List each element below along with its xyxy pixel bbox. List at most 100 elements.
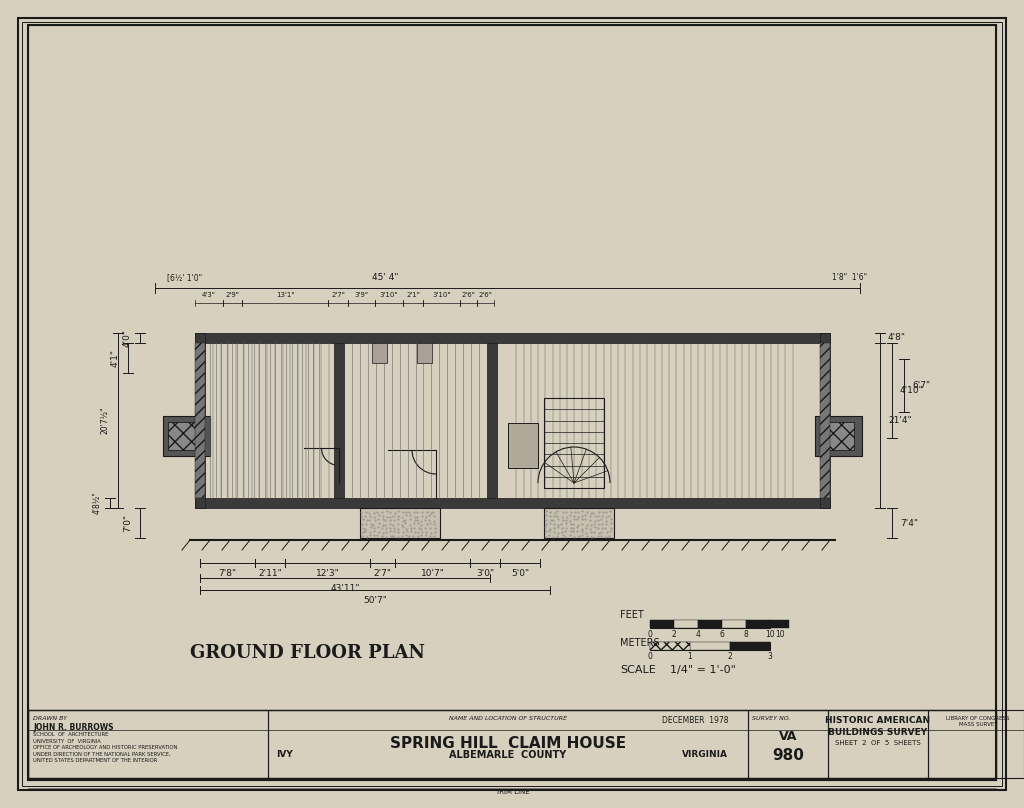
- Bar: [360, 508, 440, 538]
- Text: 7'8": 7'8": [218, 569, 237, 578]
- Text: 4'1": 4'1": [111, 349, 120, 367]
- Text: 2'6": 2'6": [478, 292, 493, 298]
- Text: 3'10": 3'10": [432, 292, 451, 298]
- Bar: [334, 343, 344, 498]
- Text: 2'9": 2'9": [225, 292, 240, 298]
- Bar: [722, 620, 746, 628]
- Text: 0: 0: [647, 652, 652, 661]
- Text: 6: 6: [720, 630, 724, 639]
- Text: 2: 2: [672, 630, 677, 639]
- Text: 4'8": 4'8": [888, 334, 906, 343]
- Text: DRAWN BY: DRAWN BY: [33, 716, 68, 721]
- Bar: [928, 710, 1024, 778]
- Bar: [770, 620, 790, 628]
- Text: 4'10": 4'10": [900, 386, 924, 395]
- Bar: [372, 343, 387, 363]
- Bar: [690, 642, 730, 650]
- Bar: [730, 642, 770, 650]
- Text: 10: 10: [775, 630, 784, 639]
- Bar: [195, 498, 830, 508]
- Text: SPRING HILL  CLAIM HOUSE: SPRING HILL CLAIM HOUSE: [390, 736, 626, 751]
- Bar: [650, 642, 690, 650]
- Bar: [508, 423, 538, 468]
- Bar: [544, 398, 604, 488]
- Text: SCALE: SCALE: [620, 665, 655, 675]
- Text: 2'11": 2'11": [258, 569, 282, 578]
- Bar: [674, 620, 698, 628]
- Bar: [828, 710, 928, 778]
- Bar: [820, 343, 830, 498]
- Text: 0: 0: [647, 630, 652, 639]
- Bar: [195, 343, 205, 498]
- Text: 50'7": 50'7": [364, 596, 387, 605]
- Bar: [815, 416, 862, 456]
- Bar: [820, 422, 854, 450]
- Text: 3: 3: [768, 652, 772, 661]
- Text: VIRGINIA: VIRGINIA: [682, 750, 728, 759]
- Bar: [698, 620, 722, 628]
- Text: NAME AND LOCATION OF STRUCTURE: NAME AND LOCATION OF STRUCTURE: [449, 716, 567, 721]
- Text: 21'4": 21'4": [888, 416, 911, 425]
- Text: 1/4" = 1'-0": 1/4" = 1'-0": [670, 665, 736, 675]
- Text: HISTORIC AMERICAN
BUILDINGS SURVEY: HISTORIC AMERICAN BUILDINGS SURVEY: [825, 716, 931, 737]
- Text: 2'6": 2'6": [462, 292, 475, 298]
- Bar: [268, 710, 748, 778]
- Bar: [746, 620, 770, 628]
- Bar: [195, 333, 830, 343]
- Bar: [748, 710, 828, 778]
- Text: VA: VA: [779, 730, 798, 743]
- Text: 4'8½": 4'8½": [93, 491, 102, 515]
- Bar: [487, 343, 497, 498]
- Text: SCHOOL  OF  ARCHITECTURE
UNIVERSITY  OF  VIRGINIA
OFFICE OF ARCHEOLOGY AND HISTO: SCHOOL OF ARCHITECTURE UNIVERSITY OF VIR…: [33, 732, 177, 764]
- Text: 13'1": 13'1": [275, 292, 294, 298]
- Text: 10'7": 10'7": [421, 569, 444, 578]
- Text: 7'4": 7'4": [900, 519, 918, 528]
- Text: METERS: METERS: [620, 638, 659, 648]
- Text: 3'9": 3'9": [354, 292, 369, 298]
- Text: 20'7½": 20'7½": [101, 406, 110, 435]
- Bar: [544, 508, 614, 538]
- Text: 10: 10: [765, 630, 775, 639]
- Text: IVY: IVY: [276, 750, 293, 759]
- Bar: [28, 710, 268, 778]
- Bar: [28, 710, 996, 778]
- Text: GROUND FLOOR PLAN: GROUND FLOOR PLAN: [190, 644, 425, 662]
- Text: 1: 1: [688, 652, 692, 661]
- Bar: [820, 422, 854, 450]
- Text: 2'7": 2'7": [374, 569, 391, 578]
- Text: FEET: FEET: [620, 610, 644, 620]
- Text: JOHN R. BURROWS: JOHN R. BURROWS: [33, 723, 114, 732]
- Bar: [168, 422, 202, 450]
- Text: 43'11": 43'11": [331, 584, 359, 593]
- Text: 5'0": 5'0": [511, 569, 529, 578]
- Text: 45' 4": 45' 4": [372, 273, 398, 282]
- Bar: [650, 642, 690, 650]
- Text: [6½' 1'0": [6½' 1'0": [168, 273, 203, 282]
- Text: 4: 4: [695, 630, 700, 639]
- Text: SHEET  2  OF  5  SHEETS: SHEET 2 OF 5 SHEETS: [836, 740, 921, 746]
- Bar: [417, 343, 432, 363]
- Text: TRIM LINE: TRIM LINE: [495, 789, 529, 795]
- Text: 3'10": 3'10": [380, 292, 398, 298]
- Text: 980: 980: [772, 748, 804, 763]
- Bar: [195, 333, 205, 508]
- Text: ALBEMARLE  COUNTY: ALBEMARLE COUNTY: [450, 750, 566, 760]
- Bar: [650, 620, 674, 628]
- Text: 4'3": 4'3": [202, 292, 216, 298]
- Text: 2'1": 2'1": [407, 292, 420, 298]
- Text: 4'0": 4'0": [123, 329, 132, 347]
- Text: 3'0": 3'0": [476, 569, 494, 578]
- Text: 2'7": 2'7": [331, 292, 345, 298]
- Text: 12'3": 12'3": [315, 569, 339, 578]
- Bar: [820, 333, 830, 508]
- Text: 7'0": 7'0": [123, 514, 132, 532]
- Text: 2: 2: [728, 652, 732, 661]
- Text: SURVEY NO.: SURVEY NO.: [752, 716, 791, 721]
- Text: 8: 8: [743, 630, 749, 639]
- Bar: [168, 422, 202, 450]
- Bar: [163, 416, 210, 456]
- Bar: [650, 620, 770, 628]
- Bar: [650, 642, 770, 650]
- Text: 6'7": 6'7": [912, 381, 930, 390]
- Text: LIBRARY OF CONGRESS
MASS SURVEY: LIBRARY OF CONGRESS MASS SURVEY: [946, 716, 1010, 727]
